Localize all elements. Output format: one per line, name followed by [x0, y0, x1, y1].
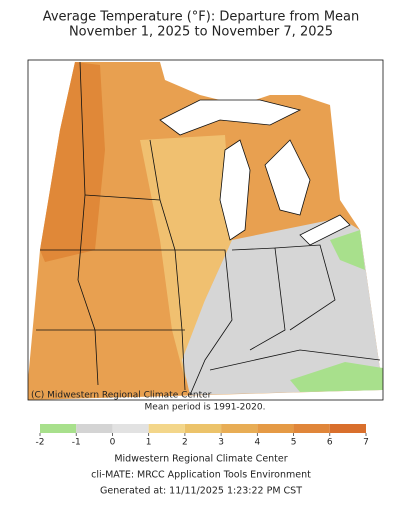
- legend-swatch: [293, 424, 330, 433]
- legend-swatch: [76, 424, 113, 433]
- legend-tick-label: 3: [218, 438, 224, 448]
- legend-tick-label: -1: [72, 438, 81, 448]
- legend-tick-label: 4: [254, 438, 260, 448]
- title-line: November 1, 2025 to November 7, 2025: [69, 25, 333, 40]
- legend-swatch: [329, 424, 366, 433]
- map: [27, 59, 384, 401]
- legend-tick-label: 5: [291, 438, 297, 448]
- legend-tick-label: 0: [110, 438, 116, 448]
- legend-tick-label: 2: [182, 438, 188, 448]
- legend-tick-label: -2: [36, 438, 45, 448]
- legend-swatch: [148, 424, 185, 433]
- legend-swatch: [257, 424, 294, 433]
- title-line: Average Temperature (°F): Departure from…: [43, 10, 360, 25]
- legend-swatch: [40, 424, 77, 433]
- legend-swatch: [112, 424, 149, 433]
- footer-line: cli-MATE: MRCC Application Tools Environ…: [91, 470, 311, 481]
- legend-swatch: [184, 424, 222, 433]
- footer-line: Generated at: 11/11/2025 1:23:22 PM CST: [100, 486, 302, 497]
- map-note: Mean period is 1991-2020.: [145, 403, 266, 413]
- legend-tick-label: 7: [363, 438, 369, 448]
- map-credit: (C) Midwestern Regional Climate Center: [31, 391, 212, 401]
- legend-tick-label: 1: [146, 438, 152, 448]
- legend-swatch: [221, 424, 258, 433]
- legend-tick-label: 6: [327, 438, 333, 448]
- color-legend: -2 -1 0 1 2 3 4 5 6 7: [36, 424, 369, 448]
- footer-line: Midwestern Regional Climate Center: [114, 454, 287, 465]
